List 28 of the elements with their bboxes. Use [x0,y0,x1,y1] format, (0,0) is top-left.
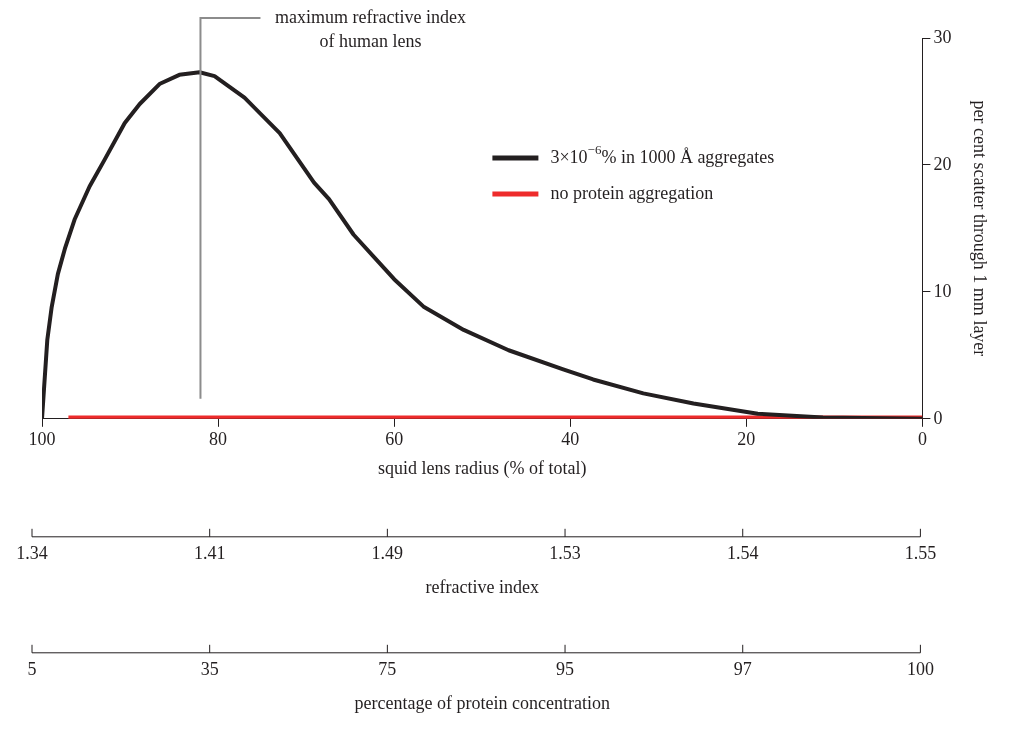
text: 35 [200,658,219,679]
x-tick-label: 60 [385,429,404,450]
text: 97 [733,658,752,679]
legend-label: no protein aggregation [550,182,714,203]
text: 5 [27,658,37,679]
text: 1.53 [549,542,581,563]
text: refractive index [425,576,539,597]
text: 1.49 [371,542,404,563]
x-tick-label: 80 [209,429,228,450]
x-tick-label: 0 [917,429,927,450]
x-tick-label: 100 [28,429,56,450]
text: 95 [556,658,575,679]
text: percentage of protein concentration [354,692,610,713]
text: 100 [906,658,934,679]
x-axis-title: squid lens radius (% of total) [377,457,587,479]
y-axis-title: per cent scatter through 1 mm layer [970,100,991,357]
text: 75 [378,658,397,679]
text: 1.41 [193,542,226,563]
x-tick-label: 20 [737,429,756,450]
y-tick-label: 0 [933,407,943,428]
text: 1.34 [16,542,48,563]
y-tick-label: 30 [933,26,952,47]
ref-line-label: maximum refractive index of human lens [275,6,466,51]
y-tick-label: 10 [933,280,952,301]
y-tick-label: 20 [933,153,952,174]
text: 1.55 [904,542,937,563]
x-tick-label: 40 [561,429,580,450]
text: 1.54 [726,542,759,563]
